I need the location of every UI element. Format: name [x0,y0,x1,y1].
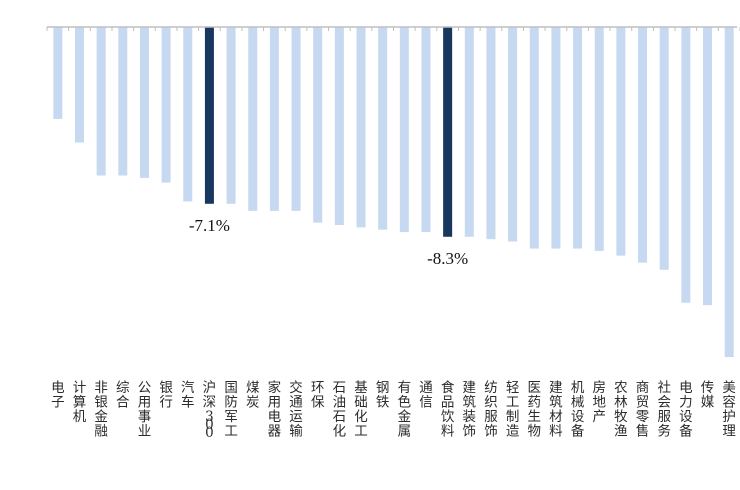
bar-钢铁 [378,27,388,230]
category-label: 钢铁 [376,380,390,411]
category-label: 环保 [311,380,325,411]
category-label: 通信 [419,380,433,411]
bar-煤炭 [248,27,258,211]
bar-纺织服饰 [486,27,496,240]
bar-美容护理 [724,27,734,357]
category-label: 沪深 300 [203,380,217,441]
category-label: 建筑装饰 [463,380,477,440]
category-label: 机械设备 [571,380,585,440]
bar-环保 [313,27,323,223]
category-label: 基础化工 [354,379,368,440]
bar-基础化工 [356,27,366,228]
bars-group [53,27,734,357]
bar-汽车 [183,27,193,202]
category-label: 纺织服饰 [484,380,498,440]
category-label: 综合 [116,380,130,411]
bar-银行 [161,27,171,183]
category-label: 计算机 [73,380,87,425]
category-label: 电力设备 [679,380,693,440]
bar-计算机 [74,27,84,143]
category-label: 石油石化 [333,380,347,440]
category-label: 传媒 [701,380,715,411]
bar-综合 [118,27,128,176]
bar-社会服务 [659,27,669,270]
bar-交通运输 [291,27,301,211]
category-label: 轻工制造 [506,380,520,440]
category-label: 公用事业 [138,380,152,440]
category-label: 交通运输 [289,379,303,440]
category-label: 汽车 [181,380,195,411]
bar-建筑材料 [551,27,561,249]
bar-农林牧渔 [616,27,626,256]
data-label-沪深300: -7.1% [189,216,230,235]
category-label: 煤炭 [246,380,260,411]
bar-石油石化 [334,27,344,225]
bar-商贸零售 [638,27,648,263]
category-label: 建筑材料 [549,380,563,440]
category-label: 社会服务 [657,380,671,440]
bar-通信 [421,27,431,233]
data-label-食品饮料: -8.3% [427,249,468,268]
category-label: 电子 [51,380,65,411]
bar-医药生物 [529,27,539,249]
category-label: 房地产 [592,380,606,425]
category-label: 国防军工 [224,380,238,440]
category-label: 有色金属 [398,380,412,440]
bar-电力设备 [681,27,691,303]
bar-沪深300 [204,27,214,204]
bar-房地产 [594,27,604,251]
bar-电子 [53,27,63,119]
category-label: 美容护理 [722,380,736,440]
category-label: 农林牧渔 [614,380,628,440]
bar-传媒 [703,27,713,306]
bar-非银金融 [96,27,106,176]
category-label: 家用电器 [268,379,282,440]
category-label: 银行 [159,380,173,411]
bar-国防军工 [226,27,236,204]
bar-公用事业 [139,27,149,178]
category-label: 非银金融 [94,380,108,440]
axis-ticks [46,27,740,31]
bar-家用电器 [269,27,279,211]
bar-机械设备 [573,27,583,249]
category-label: 食品饮料 [441,379,455,440]
bar-有色金属 [399,27,409,233]
bar-食品饮料 [443,27,453,237]
bar-建筑装饰 [464,27,474,237]
category-label: 商贸零售 [636,380,650,440]
bar-轻工制造 [508,27,518,242]
data-labels: -7.1% -8.3% [189,216,468,268]
category-label: 医药生物 [528,380,542,440]
